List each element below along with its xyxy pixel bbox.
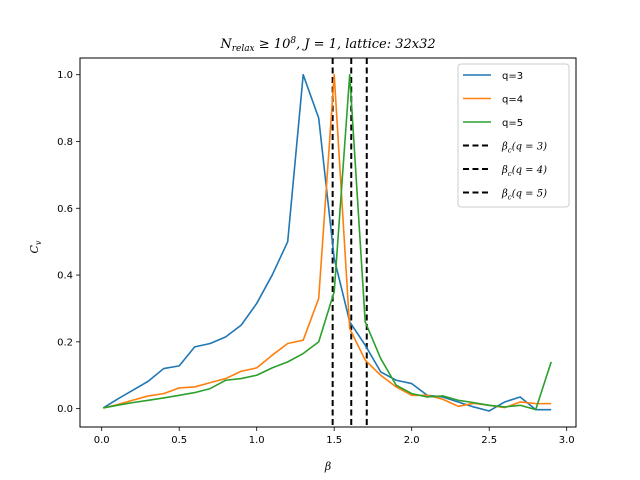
y-tick-label: 0.2	[57, 337, 73, 348]
x-axis: 0.0 0.5 1.0 1.5 2.0 2.5 3.0	[94, 427, 575, 446]
series-lines	[102, 73, 552, 412]
plot-frame	[79, 57, 577, 428]
legend-box	[457, 63, 570, 208]
legend-label: q=5	[502, 118, 523, 129]
x-tick-label: 0.5	[171, 435, 187, 446]
series-line-q5	[103, 73, 552, 411]
plot-area	[79, 57, 577, 428]
y-tick-label: 1.0	[57, 70, 73, 81]
x-tick-label: 0.0	[94, 435, 110, 446]
x-tick-label: 1.0	[249, 435, 265, 446]
y-tick-label: 0.8	[57, 137, 73, 148]
y-axis-label: Cv	[28, 240, 43, 253]
legend-label: βc(q = 4)	[501, 165, 547, 178]
y-tick-label: 0.4	[57, 271, 73, 282]
x-tick-label: 2.5	[481, 435, 497, 446]
y-tick-label: 0.0	[57, 404, 73, 415]
legend: q=3 q=4 q=5 βc(q = 3) βc(q = 4) βc(q = 5)	[457, 63, 570, 208]
y-tick-label: 0.6	[57, 204, 73, 215]
legend-label: βc(q = 3)	[501, 142, 547, 155]
chart-title: Nrelax ≥ 108, J = 1, lattice: 32x32	[219, 36, 435, 54]
x-tick-label: 1.5	[326, 435, 342, 446]
legend-label: q=3	[502, 71, 523, 82]
x-tick-label: 3.0	[559, 435, 575, 446]
x-tick-label: 2.0	[404, 435, 420, 446]
x-axis-label: β	[324, 460, 331, 473]
legend-label: βc(q = 5)	[501, 189, 547, 202]
y-axis: 0.0 0.2 0.4 0.6 0.8 1.0	[57, 70, 80, 415]
legend-label: q=4	[502, 95, 523, 106]
